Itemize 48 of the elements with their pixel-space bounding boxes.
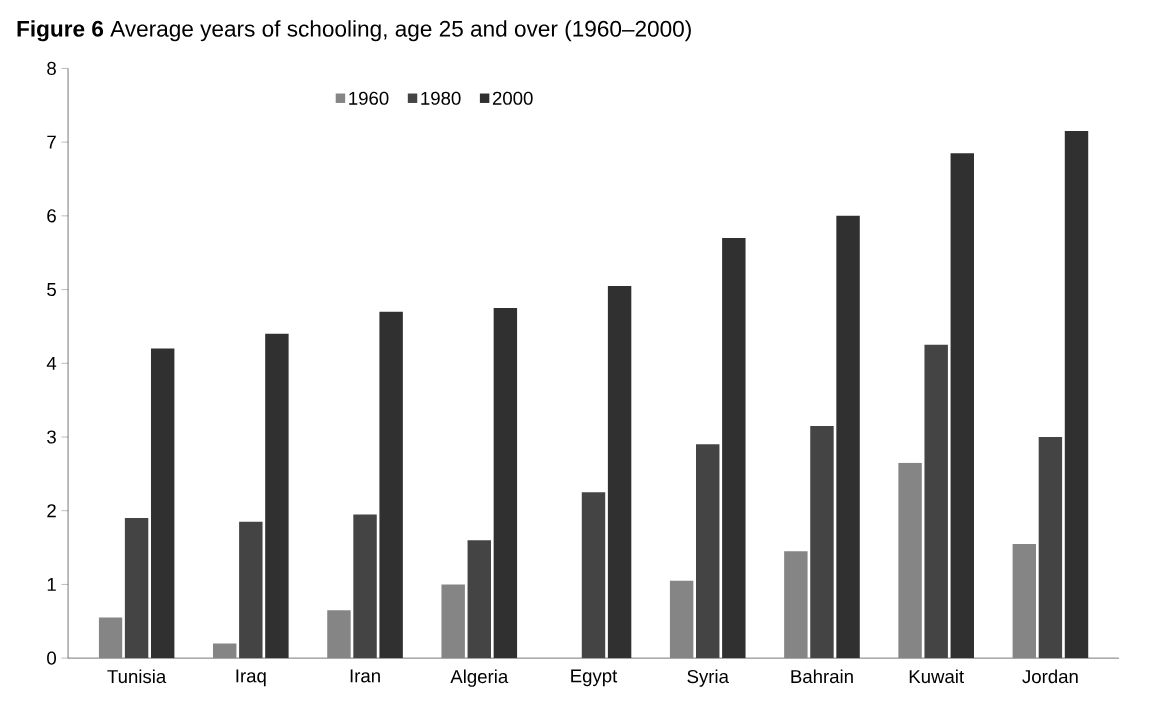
bar [898,462,922,659]
x-tick-label: Syria [687,669,729,687]
bar [836,215,860,659]
x-tick-label: Kuwait [909,669,964,684]
bar [150,348,175,659]
bar [98,617,123,659]
y-tick-label: 3 [47,430,56,444]
bar [327,610,351,659]
bar [1012,543,1037,659]
bar [379,311,403,659]
bar [810,425,834,659]
bar [265,333,289,659]
bar [441,584,465,659]
bar [950,153,974,659]
y-tick-label: 7 [47,135,56,149]
bar [924,344,948,659]
y-tick-label: 4 [46,356,57,370]
x-tick-label: Egypt [571,669,618,687]
y-tick-label: 6 [47,209,56,223]
bar [493,307,518,659]
bar [669,580,694,659]
bar [722,237,746,659]
y-tick-label: 2 [47,504,56,518]
chart-title: Figure 6 Average years of schooling, age 25 and over (1960–2000) [17,20,691,42]
bar [784,551,808,659]
y-tick-label: 5 [47,283,56,297]
x-tick-label: Algeria [450,669,509,687]
bar [696,444,720,659]
x-tick-label: Jordan [1022,669,1078,684]
legend-label: 1980 [421,91,461,105]
bar [124,518,149,659]
bar [239,521,263,659]
bar [213,643,237,659]
x-tick-label: Iran [350,669,380,683]
bar [353,514,377,659]
legend-label: 1960 [349,91,389,105]
x-tick-label: Iraq [236,669,266,687]
bar [1064,131,1089,659]
legend-label: 2000 [492,91,533,105]
bar [581,492,606,659]
y-tick-label: 1 [47,578,56,591]
bar [467,540,491,659]
x-tick-label: Tunisia [107,669,167,684]
y-tick-label: 0 [47,651,56,665]
y-tick-label: 8 [47,61,56,75]
bar [607,285,632,659]
bar [1038,436,1063,659]
x-tick-label: Bahrain [791,669,853,684]
